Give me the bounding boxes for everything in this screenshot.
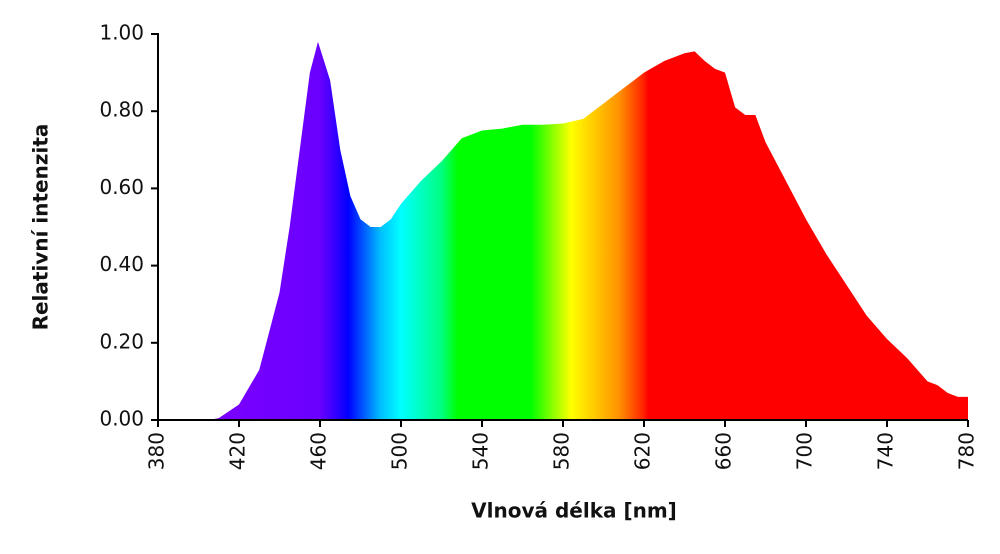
y-tick-label: 0.80 [99,98,144,122]
y-tick-label: 0.60 [99,175,144,199]
x-tick-label: 780 [955,432,979,470]
x-tick-label: 540 [469,432,493,470]
x-axis-title: Vlnová délka [nm] [471,499,677,523]
x-tick-label: 460 [307,432,331,470]
y-tick-label: 1.00 [99,21,144,45]
x-tick-label: 500 [388,432,412,470]
x-tick-label: 700 [793,432,817,470]
y-tick-label: 0.00 [99,407,144,431]
y-axis-title: Relativní intenzita [29,124,53,331]
y-tick-label: 0.40 [99,252,144,276]
y-tick-label: 0.20 [99,329,144,353]
x-tick-label: 740 [874,432,898,470]
x-tick-label: 660 [712,432,736,470]
spectrum-area [208,41,968,420]
x-tick-label: 380 [145,432,169,470]
x-tick-label: 420 [226,432,250,470]
x-tick-label: 580 [550,432,574,470]
x-tick-label: 620 [631,432,655,470]
